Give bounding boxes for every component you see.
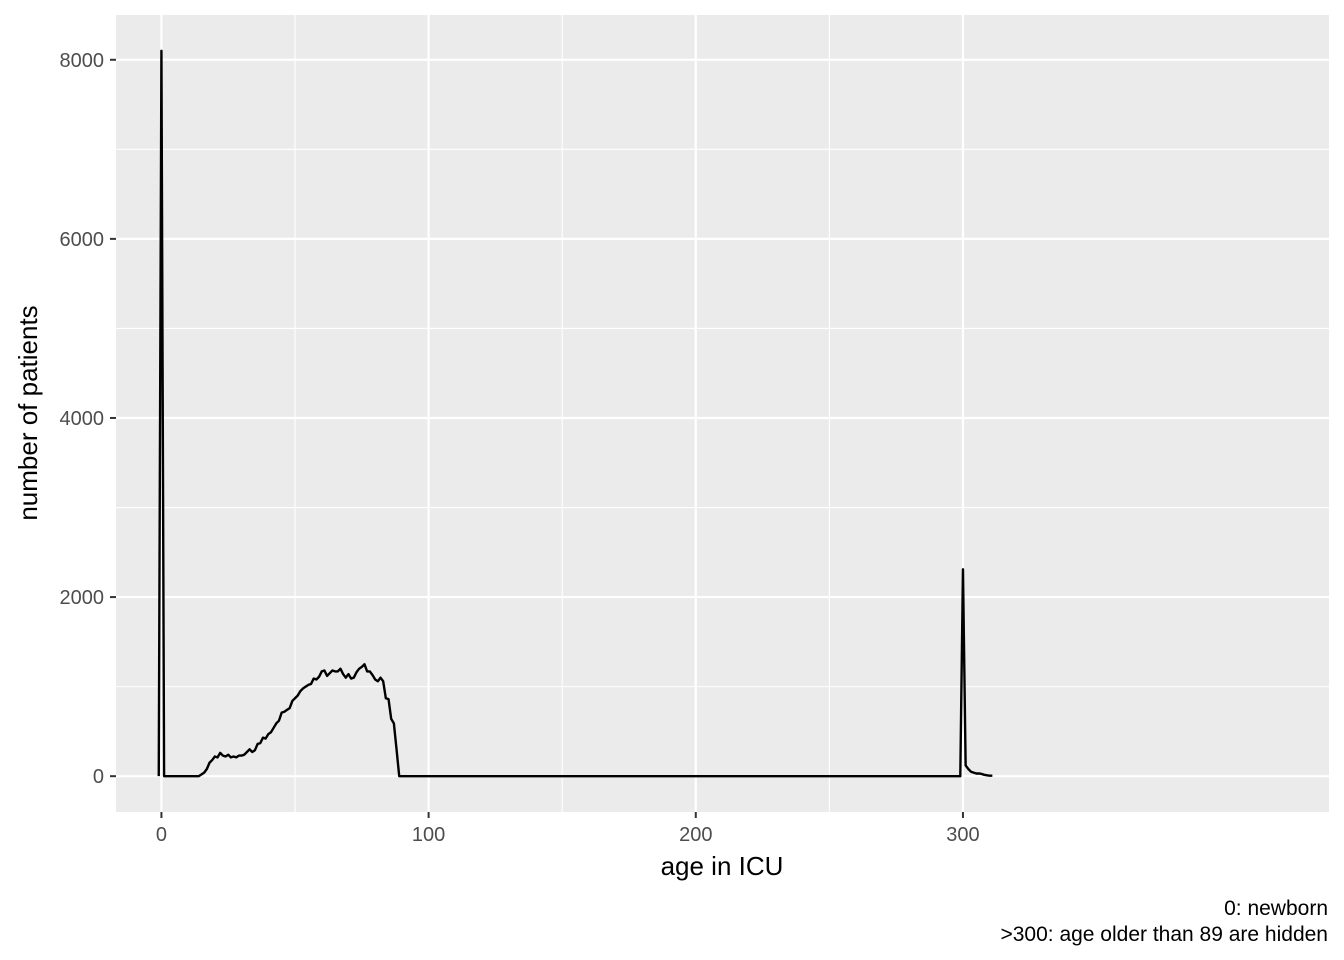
- minor-gridlines: [116, 15, 1329, 812]
- y-axis-title: number of patients: [13, 305, 43, 520]
- x-axis-title: age in ICU: [661, 851, 784, 881]
- caption-line-1: 0: newborn: [1224, 897, 1328, 920]
- y-tick-label: 8000: [60, 50, 105, 72]
- x-axis: 0 100 200 300: [156, 812, 980, 846]
- plot-panel: [116, 15, 1329, 812]
- x-tick-label: 0: [156, 824, 167, 846]
- caption-line-2: >300: age older than 89 are hidden: [1000, 923, 1328, 946]
- y-tick-label: 6000: [60, 229, 105, 251]
- major-gridlines: [116, 15, 1329, 812]
- y-axis: 0 2000 4000 6000 8000: [60, 50, 116, 788]
- x-tick-label: 300: [946, 824, 979, 846]
- y-tick-label: 0: [93, 766, 104, 788]
- x-tick-label: 100: [412, 824, 445, 846]
- series-layer: [157, 49, 993, 778]
- x-tick-label: 200: [679, 824, 712, 846]
- y-tick-label: 2000: [60, 587, 105, 609]
- series-line-0: [157, 49, 993, 778]
- y-tick-label: 4000: [60, 408, 105, 430]
